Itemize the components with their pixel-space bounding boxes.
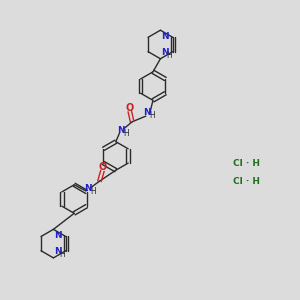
Text: N: N bbox=[161, 48, 169, 57]
Text: N: N bbox=[161, 32, 169, 41]
Text: N: N bbox=[143, 108, 151, 117]
Text: H: H bbox=[167, 51, 172, 60]
Text: H: H bbox=[90, 187, 95, 196]
Text: N: N bbox=[55, 247, 62, 256]
Text: Cl · H: Cl · H bbox=[233, 159, 260, 168]
Text: H: H bbox=[60, 250, 65, 259]
Text: N: N bbox=[55, 231, 62, 240]
Text: N: N bbox=[117, 126, 125, 135]
Text: N: N bbox=[84, 184, 92, 193]
Text: O: O bbox=[98, 162, 106, 172]
Text: H: H bbox=[123, 129, 129, 138]
Text: Cl · H: Cl · H bbox=[233, 177, 260, 186]
Text: O: O bbox=[126, 103, 134, 113]
Text: H: H bbox=[149, 111, 155, 120]
